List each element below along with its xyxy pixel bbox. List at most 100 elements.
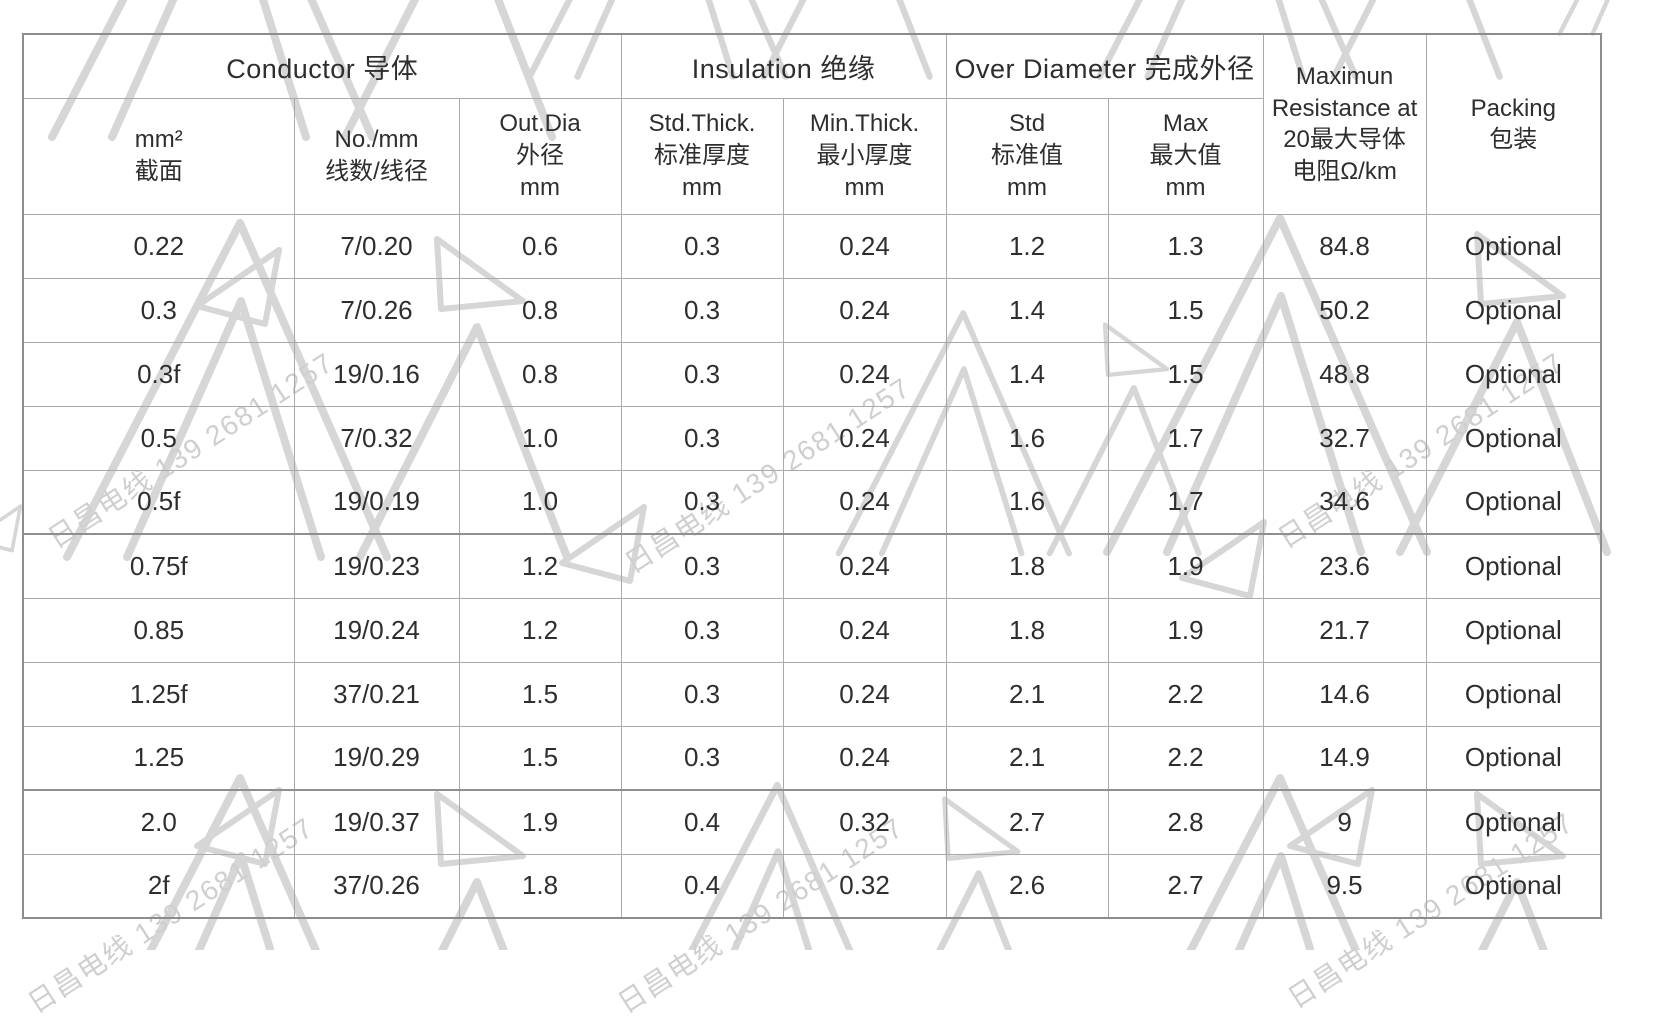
cell: 0.3 bbox=[620, 341, 784, 407]
header-cross-section: mm² 截面 bbox=[22, 97, 295, 215]
table-row: 0.75f 19/0.23 1.2 0.3 0.24 1.8 1.9 23.6 Optional bbox=[22, 533, 1602, 599]
cell: Optional bbox=[1425, 661, 1602, 727]
cell: 0.24 bbox=[782, 341, 947, 407]
cell: 14.6 bbox=[1262, 661, 1427, 727]
cell: 0.24 bbox=[782, 277, 947, 343]
cell: 0.4 bbox=[620, 853, 784, 919]
cell: 19/0.29 bbox=[293, 725, 460, 791]
cell: Optional bbox=[1425, 597, 1602, 663]
header-od-max: Max 最大值 mm bbox=[1107, 97, 1264, 215]
cell: 0.3 bbox=[620, 469, 784, 535]
triangle-watermark bbox=[0, 504, 23, 553]
cell: Optional bbox=[1425, 277, 1602, 343]
header-packing: Packing 包装 bbox=[1425, 33, 1602, 215]
cell: 14.9 bbox=[1262, 725, 1427, 791]
cell: 2f bbox=[22, 853, 295, 919]
cell: 34.6 bbox=[1262, 469, 1427, 535]
cell: 1.0 bbox=[458, 405, 622, 471]
table-row: 2f 37/0.26 1.8 0.4 0.32 2.6 2.7 9.5 Optional bbox=[22, 853, 1602, 919]
cell: 1.5 bbox=[1107, 341, 1264, 407]
cell: 19/0.24 bbox=[293, 597, 460, 663]
cell: 0.3 bbox=[620, 725, 784, 791]
cell: 1.3 bbox=[1107, 213, 1264, 279]
cell: 7/0.20 bbox=[293, 213, 460, 279]
cell: 37/0.26 bbox=[293, 853, 460, 919]
cell: 50.2 bbox=[1262, 277, 1427, 343]
header-od-std: Std 标准值 mm bbox=[945, 97, 1109, 215]
cell: 0.6 bbox=[458, 213, 622, 279]
cell: 0.3 bbox=[620, 533, 784, 599]
cell: 0.22 bbox=[22, 213, 295, 279]
cell: 0.3 bbox=[22, 277, 295, 343]
cell: 0.24 bbox=[782, 533, 947, 599]
cell: 1.25f bbox=[22, 661, 295, 727]
setsquare-watermark bbox=[1560, 0, 1656, 34]
cell: Optional bbox=[1425, 853, 1602, 919]
cell: 0.32 bbox=[782, 789, 947, 855]
cell: 1.2 bbox=[945, 213, 1109, 279]
cell: 1.5 bbox=[458, 661, 622, 727]
cable-spec-table: Conductor 导体 Insulation 绝缘 Over Diameter… bbox=[22, 33, 1603, 919]
cell: 0.3 bbox=[620, 597, 784, 663]
table-row: 0.22 7/0.20 0.6 0.3 0.24 1.2 1.3 84.8 Optional bbox=[22, 213, 1602, 279]
cell: 1.4 bbox=[945, 277, 1109, 343]
cell: Optional bbox=[1425, 213, 1602, 279]
header-insulation-group: Insulation 绝缘 bbox=[620, 33, 947, 99]
cell: 1.9 bbox=[458, 789, 622, 855]
header-out-dia: Out.Dia 外径 mm bbox=[458, 97, 622, 215]
header-min-thickness: Min.Thick. 最小厚度 mm bbox=[782, 97, 947, 215]
cell: 0.24 bbox=[782, 469, 947, 535]
cell: 19/0.37 bbox=[293, 789, 460, 855]
cell: 1.5 bbox=[458, 725, 622, 791]
cell: 0.5 bbox=[22, 405, 295, 471]
cell: 2.1 bbox=[945, 661, 1109, 727]
table-row: 1.25 19/0.29 1.5 0.3 0.24 2.1 2.2 14.9 Optional bbox=[22, 725, 1602, 791]
cell: 1.7 bbox=[1107, 469, 1264, 535]
cell: 0.24 bbox=[782, 405, 947, 471]
cell: 1.6 bbox=[945, 469, 1109, 535]
cell: 23.6 bbox=[1262, 533, 1427, 599]
cell: 0.32 bbox=[782, 853, 947, 919]
cell: 9 bbox=[1262, 789, 1427, 855]
table-row: 0.5 7/0.32 1.0 0.3 0.24 1.6 1.7 32.7 Optional bbox=[22, 405, 1602, 471]
cell: 0.3f bbox=[22, 341, 295, 407]
cell: 2.0 bbox=[22, 789, 295, 855]
cell: 1.9 bbox=[1107, 597, 1264, 663]
table-row: 0.3f 19/0.16 0.8 0.3 0.24 1.4 1.5 48.8 Optional bbox=[22, 341, 1602, 407]
cell: 2.7 bbox=[945, 789, 1109, 855]
table-row: 0.3 7/0.26 0.8 0.3 0.24 1.4 1.5 50.2 Optional bbox=[22, 277, 1602, 343]
cell: 2.7 bbox=[1107, 853, 1264, 919]
cell: 84.8 bbox=[1262, 213, 1427, 279]
cell: 1.0 bbox=[458, 469, 622, 535]
cell: 2.8 bbox=[1107, 789, 1264, 855]
cell: Optional bbox=[1425, 725, 1602, 791]
cell: 0.8 bbox=[458, 277, 622, 343]
cell: Optional bbox=[1425, 533, 1602, 599]
cell: 37/0.21 bbox=[293, 661, 460, 727]
cell: 1.9 bbox=[1107, 533, 1264, 599]
cell: 2.1 bbox=[945, 725, 1109, 791]
cell: 19/0.19 bbox=[293, 469, 460, 535]
header-max-resistance: Maximun Resistance at 20最大导体 电阻Ω/km bbox=[1262, 33, 1427, 215]
table-row: 0.5f 19/0.19 1.0 0.3 0.24 1.6 1.7 34.6 Optional bbox=[22, 469, 1602, 535]
cell: 19/0.16 bbox=[293, 341, 460, 407]
cell: 1.6 bbox=[945, 405, 1109, 471]
cell: 0.3 bbox=[620, 661, 784, 727]
cell: 0.3 bbox=[620, 405, 784, 471]
cell: 0.8 bbox=[458, 341, 622, 407]
cell: 1.5 bbox=[1107, 277, 1264, 343]
cell: 0.24 bbox=[782, 725, 947, 791]
cell: 1.25 bbox=[22, 725, 295, 791]
header-conductor-group: Conductor 导体 bbox=[22, 33, 622, 99]
cell: 0.3 bbox=[620, 213, 784, 279]
cell: 1.8 bbox=[945, 533, 1109, 599]
cell: 19/0.23 bbox=[293, 533, 460, 599]
cell: Optional bbox=[1425, 405, 1602, 471]
cell: 1.4 bbox=[945, 341, 1109, 407]
cell: 0.4 bbox=[620, 789, 784, 855]
cell: 7/0.26 bbox=[293, 277, 460, 343]
cell: 1.8 bbox=[945, 597, 1109, 663]
cell: 1.7 bbox=[1107, 405, 1264, 471]
cell: 9.5 bbox=[1262, 853, 1427, 919]
